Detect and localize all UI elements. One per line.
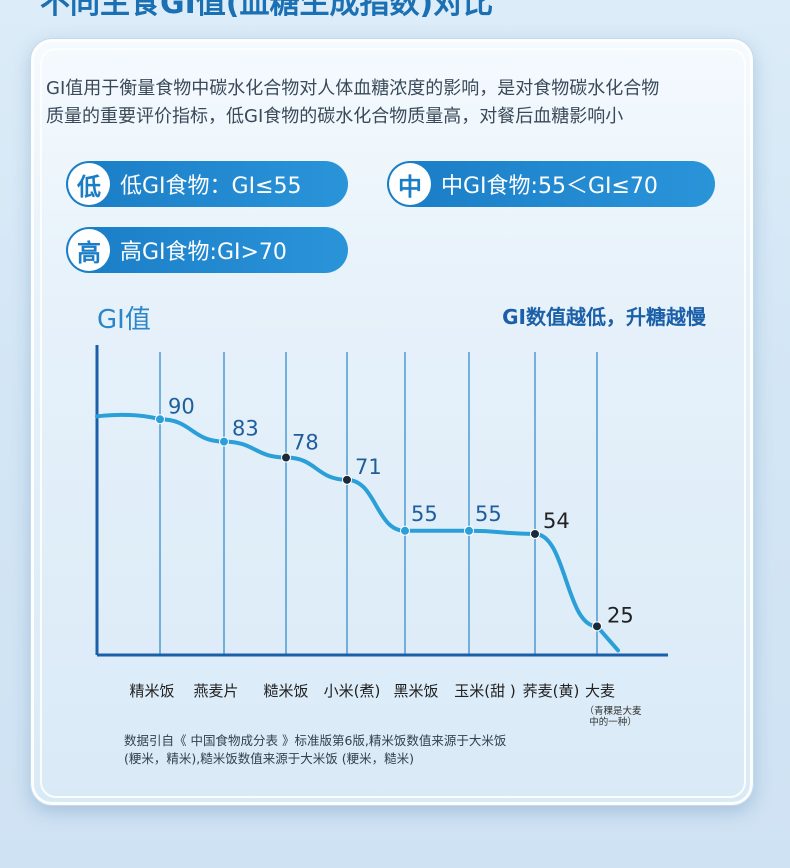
x-tick-label-2: 燕麦片	[193, 682, 238, 700]
x-tick-note-2: 中的一种）	[589, 716, 637, 728]
mid-badge: 中	[389, 163, 431, 205]
data-point-1	[155, 414, 165, 425]
x-tick-label-8: 大麦	[585, 682, 615, 700]
x-tick-label-1: 精米饭	[129, 682, 174, 700]
mid-gi-pill: 中 中GI食物:55＜GI≤70	[387, 161, 715, 207]
intro-text: GI值用于衡量食物中碳水化合物对人体血糖浓度的影响，是对食物碳水化合物 质量的重…	[46, 75, 746, 131]
intro-line-1: GI值用于衡量食物中碳水化合物对人体血糖浓度的影响，是对食物碳水化合物	[46, 78, 660, 99]
page-title: 不同主食GI值(血糖生成指数)对比	[40, 0, 494, 21]
data-point-5	[400, 525, 410, 536]
intro-line-2: 质量的重要评价指标，低GI食物的碳水化合物质量高，对餐后血糖影响小	[46, 106, 624, 127]
high-gi-pill: 高 高GI食物:GI>70	[66, 227, 348, 273]
footnote-line-2: (粳米，精米),糙米饭数值来源于大米饭 (粳米，糙米)	[124, 751, 414, 766]
chart-annotation: GI数值越低，升糖越慢	[502, 305, 707, 329]
high-gi-label: 高GI食物:GI>70	[120, 240, 287, 265]
data-label-8: 25	[607, 603, 634, 627]
data-point-8	[592, 621, 602, 632]
data-label-5: 55	[411, 502, 438, 526]
data-label-7: 54	[543, 509, 570, 533]
x-tick-label-6: 玉米(甜 )	[454, 682, 515, 700]
data-label-4: 71	[355, 455, 382, 479]
low-badge: 低	[68, 163, 110, 205]
data-point-7	[530, 528, 540, 539]
high-badge: 高	[68, 229, 110, 271]
card-border	[40, 48, 746, 798]
data-label-6: 55	[475, 502, 502, 526]
data-point-4	[342, 474, 352, 485]
low-gi-label: 低GI食物：GI≤55	[120, 174, 302, 199]
data-point-2	[219, 436, 229, 447]
y-axis-label: GI值	[97, 305, 151, 335]
gi-series-line	[95, 412, 620, 653]
data-point-6	[464, 525, 474, 536]
footnote-line-1: 数据引自《 中国食物成分表 》标准版第6版,精米饭数值来源于大米饭	[124, 733, 507, 748]
data-point-3	[281, 452, 291, 463]
low-gi-pill: 低 低GI食物：GI≤55	[66, 161, 348, 207]
data-label-3: 78	[292, 431, 319, 455]
x-tick-note: （青稞是大麦	[584, 705, 642, 717]
x-tick-label-4: 小米(煮)	[324, 682, 381, 700]
data-label-1: 90	[168, 394, 195, 418]
x-tick-label-5: 黑米饭	[393, 682, 438, 700]
footnote: 数据引自《 中国食物成分表 》标准版第6版,精米饭数值来源于大米饭 (粳米，精米…	[124, 732, 584, 768]
x-tick-label-3: 糙米饭	[263, 682, 308, 700]
x-tick-label-7: 荞麦(黄)	[523, 682, 580, 700]
mid-gi-label: 中GI食物:55＜GI≤70	[441, 174, 658, 199]
data-label-2: 83	[232, 417, 259, 441]
